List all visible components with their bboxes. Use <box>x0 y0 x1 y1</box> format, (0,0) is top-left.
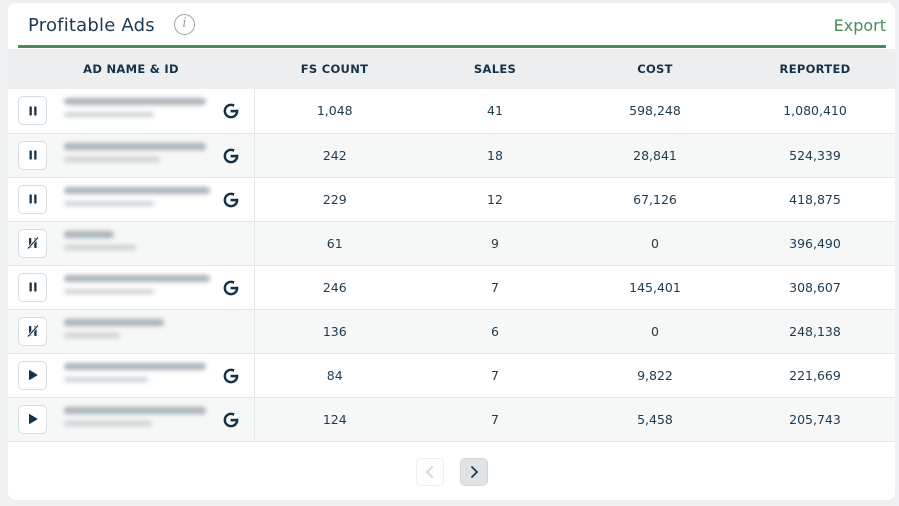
reported-cell: 524,339 <box>789 147 841 163</box>
pause-icon[interactable] <box>18 184 47 214</box>
cost-cell: 67,126 <box>633 191 677 207</box>
cost-cell: 9,822 <box>637 367 673 383</box>
play-icon[interactable] <box>18 404 47 434</box>
chevron-right-icon[interactable] <box>460 458 488 486</box>
chevron-left-icon[interactable] <box>416 458 444 486</box>
cost-cell: 0 <box>651 235 659 251</box>
reported-cell: 308,607 <box>789 279 841 295</box>
google-icon <box>223 368 239 384</box>
ad-name-redacted[interactable] <box>64 186 214 206</box>
pause-icon[interactable] <box>18 140 47 170</box>
ad-name-cell <box>8 265 255 309</box>
sales-cell: 7 <box>491 279 499 295</box>
table-header-row: AD NAME & ID FS COUNT SALES COST REPORTE… <box>8 49 895 89</box>
ad-name-redacted[interactable] <box>64 142 214 162</box>
sales-cell: 6 <box>491 323 499 339</box>
google-icon <box>223 280 239 296</box>
ad-name-redacted[interactable] <box>64 318 214 338</box>
fs-count-cell: 84 <box>326 367 343 383</box>
pause-icon[interactable] <box>18 96 47 125</box>
reported-cell: 1,080,410 <box>783 103 847 119</box>
fs-count-cell: 1,048 <box>316 103 353 119</box>
ad-name-cell <box>8 221 255 265</box>
paused-disabled-icon[interactable] <box>18 316 47 346</box>
col-header-fs-count[interactable]: FS COUNT <box>254 49 415 89</box>
pagination <box>8 458 895 486</box>
fs-count-cell: 136 <box>322 323 347 339</box>
table-row[interactable]: 124 7 5,458 205,743 <box>8 397 895 441</box>
col-header-sales[interactable]: SALES <box>415 49 575 89</box>
google-icon <box>223 192 239 208</box>
pause-icon[interactable] <box>18 272 47 302</box>
fs-count-cell: 124 <box>322 411 347 427</box>
cost-cell: 0 <box>651 323 659 339</box>
cost-cell: 5,458 <box>637 411 673 427</box>
table-row[interactable]: 229 12 67,126 418,875 <box>8 177 895 221</box>
fs-count-cell: 242 <box>322 147 347 163</box>
ad-name-redacted[interactable] <box>64 230 214 250</box>
col-header-cost[interactable]: COST <box>575 49 735 89</box>
table-row[interactable]: 246 7 145,401 308,607 <box>8 265 895 309</box>
sales-cell: 12 <box>487 191 503 207</box>
play-icon[interactable] <box>18 360 47 390</box>
page-title: Profitable Ads <box>28 15 155 36</box>
ad-name-redacted[interactable] <box>64 274 214 294</box>
ad-name-redacted[interactable] <box>64 98 214 117</box>
ad-name-cell <box>8 353 255 397</box>
ad-name-redacted[interactable] <box>64 362 214 382</box>
paused-disabled-icon[interactable] <box>18 228 47 258</box>
sales-cell: 7 <box>491 411 499 427</box>
sales-cell: 9 <box>491 235 499 251</box>
fs-count-cell: 61 <box>326 235 343 251</box>
table-row[interactable]: 84 7 9,822 221,669 <box>8 353 895 397</box>
google-icon <box>223 103 239 119</box>
cost-cell: 28,841 <box>633 147 677 163</box>
reported-cell: 248,138 <box>789 323 841 339</box>
reported-cell: 221,669 <box>789 367 841 383</box>
table-row[interactable]: 136 6 0 248,138 <box>8 309 895 353</box>
ad-name-redacted[interactable] <box>64 406 214 426</box>
sales-cell: 7 <box>491 367 499 383</box>
table-row[interactable]: 61 9 0 396,490 <box>8 221 895 265</box>
table-row[interactable]: 1,048 41 598,248 1,080,410 <box>8 89 895 133</box>
reported-cell: 396,490 <box>789 235 841 251</box>
fs-count-cell: 246 <box>322 279 347 295</box>
export-button[interactable]: Export <box>833 16 886 35</box>
google-icon <box>223 412 239 428</box>
google-icon <box>223 148 239 164</box>
ads-table: AD NAME & ID FS COUNT SALES COST REPORTE… <box>8 49 895 442</box>
ad-name-cell <box>8 309 255 353</box>
ad-name-cell <box>8 133 255 177</box>
reported-cell: 205,743 <box>789 411 841 427</box>
sales-cell: 41 <box>487 103 503 119</box>
card-header: Profitable Ads i Export <box>18 3 886 48</box>
col-header-reported[interactable]: REPORTED <box>735 49 895 89</box>
ad-name-cell <box>8 89 255 133</box>
ad-name-cell <box>8 397 255 441</box>
reported-cell: 418,875 <box>789 191 841 207</box>
table-row[interactable]: 242 18 28,841 524,339 <box>8 133 895 177</box>
sales-cell: 18 <box>487 147 503 163</box>
cost-cell: 145,401 <box>629 279 681 295</box>
cost-cell: 598,248 <box>629 103 681 119</box>
col-header-ad-name[interactable]: AD NAME & ID <box>8 49 254 89</box>
ad-name-cell <box>8 177 255 221</box>
info-icon[interactable]: i <box>174 14 195 35</box>
profitable-ads-card: Profitable Ads i Export AD NAME & ID FS … <box>8 3 895 500</box>
fs-count-cell: 229 <box>322 191 347 207</box>
